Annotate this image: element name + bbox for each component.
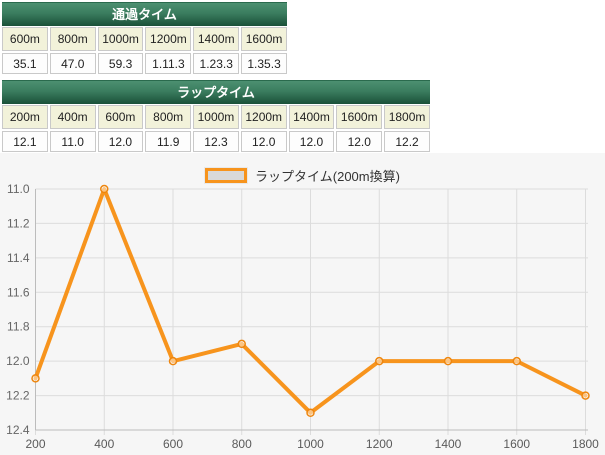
y-tick-label: 11.6 <box>7 285 30 299</box>
pass-table-value-cell: 1.11.3 <box>145 53 192 74</box>
pass-table-value-cell: 1.23.3 <box>193 53 240 74</box>
lap-table-header-cell: 1800m <box>384 105 430 129</box>
lap-table-value-cell: 12.2 <box>384 131 430 152</box>
pass-table-header-cell: 1600m <box>241 27 287 51</box>
x-tick-label: 1400 <box>435 437 462 451</box>
lap-table-value-cell: 12.0 <box>288 131 335 152</box>
x-tick-label: 400 <box>94 437 114 451</box>
lap-table-header-cell: 1000m <box>193 105 239 129</box>
data-point <box>581 391 590 400</box>
pass-table-value-row: 35.1 47.0 59.3 1.11.3 1.23.3 1.35.3 <box>2 53 287 74</box>
chart-legend: ラップタイム(200m換算) <box>0 166 605 184</box>
y-tick-label: 12.0 <box>6 354 30 368</box>
data-point <box>375 356 384 366</box>
lap-table-value-cell: 11.9 <box>145 131 192 152</box>
lap-table-header-row: 200m 400m 600m 800m 1000m 1200m 1400m 1600m 1800… <box>2 105 430 129</box>
pass-table-value-cell: 35.1 <box>2 53 48 74</box>
lap-table-value-cell: 12.0 <box>336 131 383 152</box>
lap-table-header-cell: 800m <box>145 105 192 129</box>
lap-table-header-cell: 600m <box>97 105 144 129</box>
lap-table-value-cell: 12.0 <box>97 131 144 152</box>
pass-table-header-row: 600m 800m 1000m 1200m 1400m 1600m <box>2 27 287 51</box>
pass-table-value-cell: 1.35.3 <box>241 53 287 74</box>
data-point <box>443 356 453 366</box>
y-tick-label: 11.2 <box>7 216 30 230</box>
pass-table: 600m 800m 1000m 1200m 1400m 1600m 35.1 47.0 59.… <box>0 25 289 76</box>
lap-table-value-cell: 12.3 <box>193 131 239 152</box>
data-point <box>512 356 521 366</box>
lap-table-header-cell: 1600m <box>336 105 383 129</box>
lap-table-value-cell: 12.0 <box>240 131 287 152</box>
x-tick-label: 1200 <box>366 437 393 451</box>
y-tick-label: 11.0 <box>7 182 30 196</box>
data-point <box>31 374 40 383</box>
y-tick-label: 11.8 <box>7 320 30 334</box>
lap-table-value-row: 12.1 11.0 12.0 11.9 12.3 12.0 12.0 12.0 12.2 <box>2 131 430 152</box>
pass-table-header-cell: 800m <box>49 27 96 51</box>
lap-table-title: ラップタイム <box>2 80 430 104</box>
data-point <box>100 184 109 194</box>
y-tick-label: 12.4 <box>6 423 30 437</box>
pass-table-header-cell: 600m <box>2 27 48 51</box>
pass-table-value-cell: 47.0 <box>49 53 96 74</box>
lap-table-header-cell: 1200m <box>240 105 287 129</box>
x-tick-label: 1600 <box>503 437 530 451</box>
lap-table-header-cell: 400m <box>49 105 96 129</box>
pass-table-header-cell: 1400m <box>193 27 240 51</box>
lap-table-header-cell: 200m <box>2 105 48 129</box>
lap-table-value-cell: 11.0 <box>49 131 96 152</box>
data-point <box>237 339 246 349</box>
y-tick-label: 12.2 <box>6 389 30 403</box>
data-point <box>306 408 315 418</box>
y-tick-label: 11.4 <box>7 251 30 265</box>
x-tick-label: 200 <box>25 437 45 451</box>
pass-table-value-cell: 59.3 <box>97 53 144 74</box>
lap-table-header-cell: 1400m <box>288 105 335 129</box>
x-tick-label: 1000 <box>297 437 324 451</box>
lap-table-value-cell: 12.1 <box>2 131 48 152</box>
lap-chart: ラップタイム(200m換算) 11.0 11.2 11.4 11.6 11.8 12.0 1… <box>0 153 605 455</box>
data-point <box>168 356 178 366</box>
chart-line <box>33 187 588 415</box>
legend-swatch <box>204 166 249 184</box>
pass-table-title: 通過タイム <box>2 2 287 26</box>
legend-label: ラップタイム(200m換算) <box>255 168 400 184</box>
x-tick-label: 1800 <box>572 437 599 451</box>
x-tick-label: 800 <box>232 437 252 451</box>
pass-table-header-cell: 1200m <box>145 27 192 51</box>
lap-table: 200m 400m 600m 800m 1000m 1200m 1400m 1600m 1800… <box>0 103 432 154</box>
pass-table-header-cell: 1000m <box>97 27 144 51</box>
x-tick-label: 600 <box>163 437 183 451</box>
